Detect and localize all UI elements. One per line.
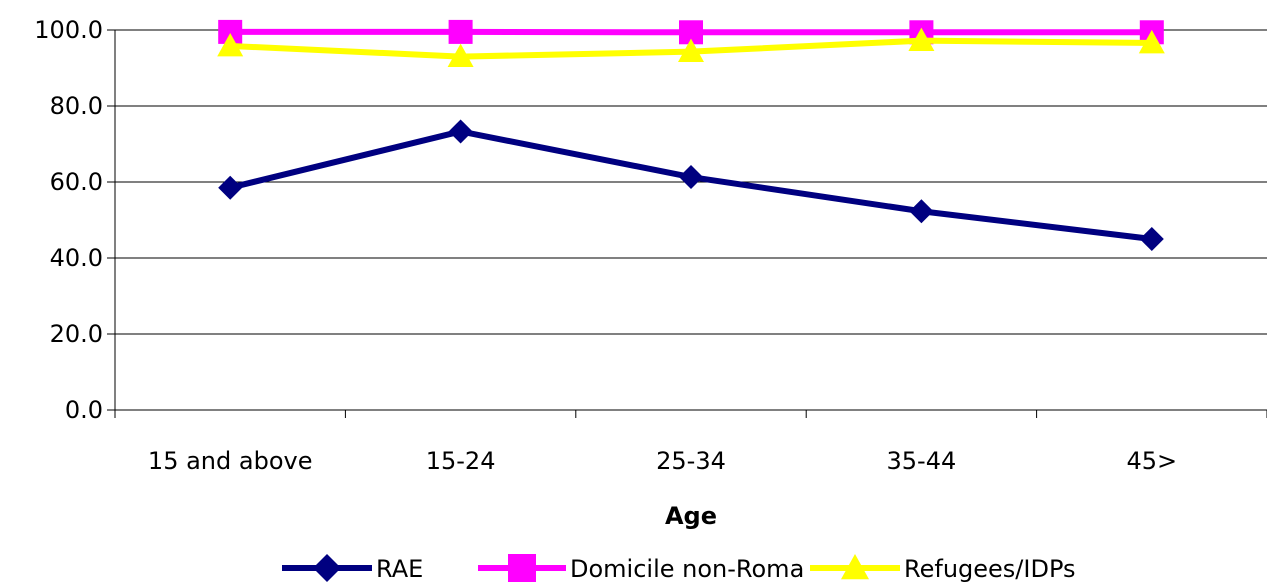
x-tick-label: 15-24 — [426, 447, 496, 475]
y-tick-label: 100.0 — [34, 16, 103, 44]
legend-marker — [508, 554, 536, 582]
legend-marker — [313, 554, 341, 582]
data-point — [1138, 29, 1165, 54]
data-point — [218, 175, 243, 200]
series-0 — [218, 119, 1164, 251]
data-point — [448, 119, 473, 144]
y-tick-label: 0.0 — [65, 396, 103, 424]
gridlines — [107, 29, 1267, 418]
y-tick-labels: 0.0 20.0 40.0 60.0 80.0 100.0 — [34, 16, 103, 424]
legend-item: Refugees/IDPs — [810, 554, 1076, 582]
legend-label: Domicile non-Roma — [570, 555, 804, 582]
legend: RAE Domicile non-Roma Refugees/IDPs — [282, 554, 1076, 582]
data-point — [448, 19, 473, 44]
legend-label: Refugees/IDPs — [904, 555, 1076, 582]
x-tick-label: 35-44 — [887, 447, 957, 475]
series-2 — [217, 27, 1165, 67]
y-tick-label: 60.0 — [50, 168, 103, 196]
x-tick-label: 25-34 — [656, 447, 726, 475]
legend-item: Domicile non-Roma — [478, 554, 804, 582]
axes — [114, 30, 1267, 411]
y-tick-label: 80.0 — [50, 92, 103, 120]
x-axis-title: Age — [665, 502, 717, 530]
legend-label: RAE — [376, 555, 423, 582]
x-tick-labels: 15 and above 15-24 25-34 35-44 45> — [148, 447, 1177, 475]
x-tick-label: 45> — [1126, 447, 1177, 475]
y-tick-label: 40.0 — [50, 244, 103, 272]
series-group — [217, 19, 1165, 251]
legend-marker — [841, 554, 869, 580]
x-tick-label: 15 and above — [148, 447, 313, 475]
data-point — [909, 199, 934, 224]
y-tick-label: 20.0 — [50, 320, 103, 348]
data-point — [679, 20, 703, 45]
data-point — [447, 43, 474, 67]
legend-item: RAE — [282, 554, 423, 582]
data-point — [1139, 227, 1164, 251]
data-point — [217, 32, 244, 57]
data-point — [678, 38, 704, 63]
data-point — [679, 165, 703, 190]
data-point — [908, 27, 935, 52]
